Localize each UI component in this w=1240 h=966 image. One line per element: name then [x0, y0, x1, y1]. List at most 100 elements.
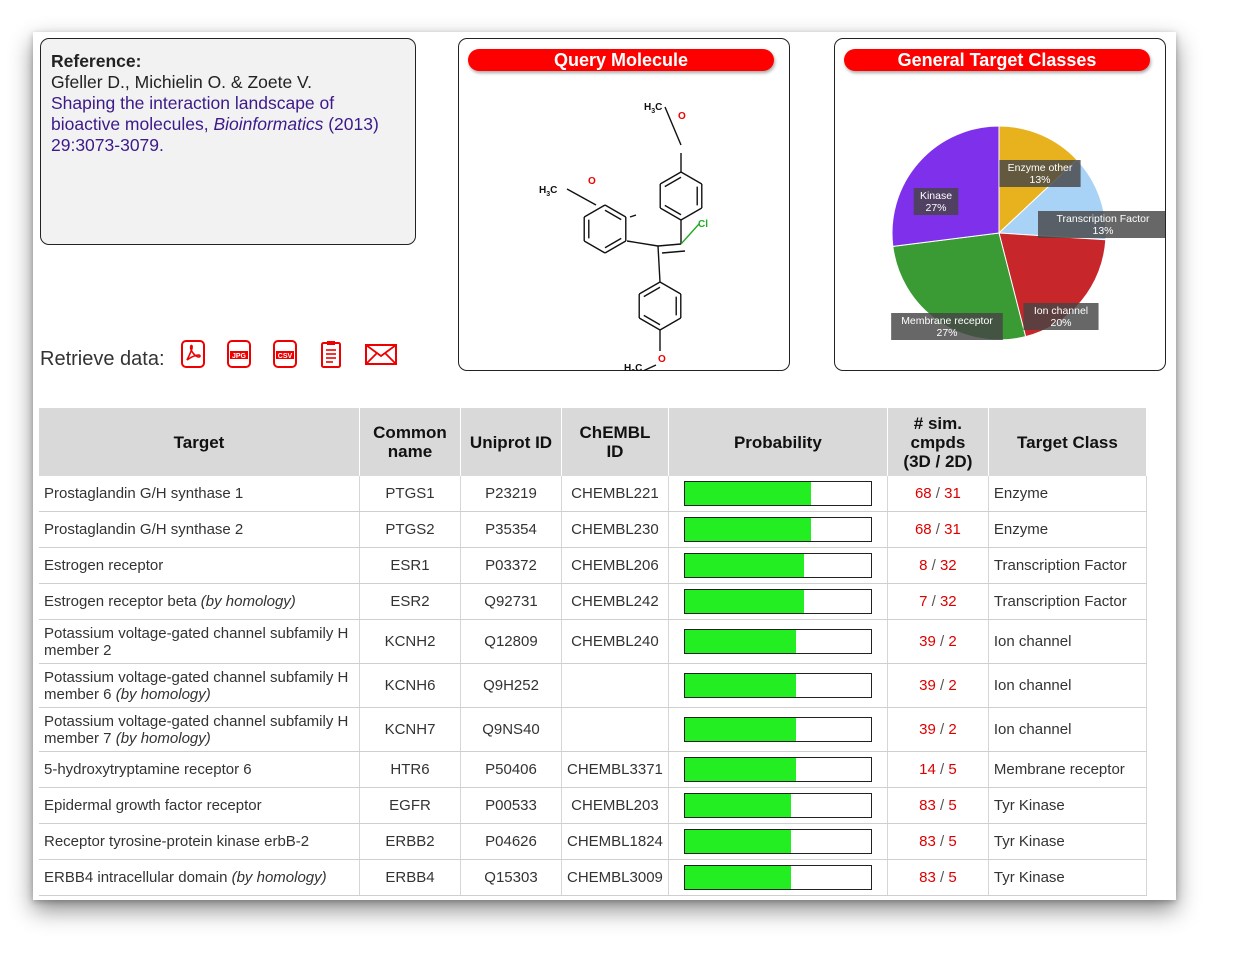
- chembl-link[interactable]: CHEMBL221: [561, 476, 669, 512]
- table-row[interactable]: 5-hydroxytryptamine receptor 6 HTR6 P50406…: [39, 751, 1148, 788]
- similar-compounds-link[interactable]: 68 / 31: [887, 511, 989, 548]
- header-probability[interactable]: Probability: [668, 408, 888, 476]
- chembl-link[interactable]: CHEMBL230: [561, 511, 669, 548]
- header-similar-compounds[interactable]: # sim. cmpds (3D / 2D): [887, 408, 989, 476]
- chembl-link[interactable]: CHEMBL3371: [561, 751, 669, 788]
- target-class-cell: Enzyme: [988, 476, 1148, 512]
- common-name-link[interactable]: EGFR: [359, 787, 461, 824]
- chembl-link[interactable]: [561, 707, 669, 752]
- chembl-link[interactable]: CHEMBL240: [561, 619, 669, 664]
- chembl-link[interactable]: CHEMBL1824: [561, 823, 669, 860]
- homology-note: (by homology): [200, 593, 296, 610]
- chembl-link[interactable]: CHEMBL203: [561, 787, 669, 824]
- header-target-class[interactable]: Target Class: [988, 408, 1148, 476]
- common-name-link[interactable]: ERBB4: [359, 859, 461, 896]
- header-target[interactable]: Target: [39, 408, 360, 476]
- common-name-link[interactable]: KCNH6: [359, 663, 461, 708]
- target-name: 5-hydroxytryptamine receptor 6: [44, 761, 252, 778]
- similar-compounds-link[interactable]: 68 / 31: [887, 476, 989, 512]
- common-name-link[interactable]: ESR2: [359, 583, 461, 620]
- target-name: Estrogen receptor beta: [44, 593, 197, 610]
- reference-year[interactable]: (2013): [328, 114, 379, 134]
- probability-cell: [668, 619, 888, 664]
- pdf-icon[interactable]: [181, 340, 205, 368]
- similar-compounds-link[interactable]: 83 / 5: [887, 823, 989, 860]
- clipboard-icon[interactable]: [319, 340, 343, 368]
- reference-journal[interactable]: Bioinformatics: [213, 114, 324, 134]
- chembl-link[interactable]: [561, 663, 669, 708]
- jpg-icon[interactable]: JPG: [227, 340, 251, 368]
- probability-cell: [668, 476, 888, 512]
- similar-compounds-link[interactable]: 39 / 2: [887, 707, 989, 752]
- uniprot-link[interactable]: Q15303: [460, 859, 562, 896]
- common-name-link[interactable]: ERBB2: [359, 823, 461, 860]
- reference-paper-link[interactable]: Shaping the interaction landscape of bio…: [51, 93, 405, 156]
- table-row[interactable]: Estrogen receptor beta (by homology) ESR2…: [39, 583, 1148, 620]
- uniprot-link[interactable]: P03372: [460, 547, 562, 584]
- table-row[interactable]: ERBB4 intracellular domain (by homology)…: [39, 859, 1148, 896]
- reference-pages[interactable]: 29:3073-3079.: [51, 135, 164, 155]
- uniprot-link[interactable]: Q9H252: [460, 663, 562, 708]
- probability-cell: [668, 787, 888, 824]
- similar-compounds-link[interactable]: 39 / 2: [887, 663, 989, 708]
- probability-fill: [684, 554, 804, 577]
- probability-fill: [684, 866, 791, 889]
- probability-fill: [684, 830, 791, 853]
- table-row[interactable]: Receptor tyrosine-protein kinase erbB-2 E…: [39, 823, 1148, 860]
- csv-icon[interactable]: CSV: [273, 340, 297, 368]
- homology-note: (by homology): [115, 729, 211, 747]
- pie-slice-kinase[interactable]: [891, 125, 1000, 247]
- table-row[interactable]: Epidermal growth factor receptor EGFR P005…: [39, 787, 1148, 824]
- similar-compounds-link[interactable]: 83 / 5: [887, 787, 989, 824]
- uniprot-link[interactable]: P50406: [460, 751, 562, 788]
- target-name: Potassium voltage-gated channel subfamil…: [44, 624, 349, 642]
- target-name: Prostaglandin G/H synthase 2: [44, 521, 244, 538]
- chembl-link[interactable]: CHEMBL206: [561, 547, 669, 584]
- probability-fill: [684, 718, 797, 741]
- target-cell: Prostaglandin G/H synthase 2: [39, 511, 360, 548]
- uniprot-link[interactable]: Q92731: [460, 583, 562, 620]
- common-name-link[interactable]: PTGS1: [359, 476, 461, 512]
- common-name-link[interactable]: KCNH7: [359, 707, 461, 752]
- chembl-link[interactable]: CHEMBL3009: [561, 859, 669, 896]
- common-name-link[interactable]: HTR6: [359, 751, 461, 788]
- uniprot-link[interactable]: P23219: [460, 476, 562, 512]
- reference-title[interactable]: Shaping the interaction landscape of bio…: [51, 93, 335, 134]
- common-name-link[interactable]: KCNH2: [359, 619, 461, 664]
- target-name: Epidermal growth factor receptor: [44, 797, 262, 814]
- header-common-name[interactable]: Common name: [359, 408, 461, 476]
- target-name: Receptor tyrosine-protein kinase erbB-2: [44, 833, 310, 850]
- target-cell: 5-hydroxytryptamine receptor 6: [39, 751, 360, 788]
- probability-bar: [683, 793, 872, 818]
- probability-cell: [668, 547, 888, 584]
- table-row[interactable]: Estrogen receptor ESR1 P03372 CHEMBL206 8 / …: [39, 547, 1148, 584]
- query-molecule-title: Query Molecule: [468, 49, 774, 71]
- table-row[interactable]: Potassium voltage-gated channel subfamil…: [39, 707, 1148, 752]
- uniprot-link[interactable]: P00533: [460, 787, 562, 824]
- uniprot-link[interactable]: P35354: [460, 511, 562, 548]
- common-name-link[interactable]: ESR1: [359, 547, 461, 584]
- table-row[interactable]: Potassium voltage-gated channel subfamil…: [39, 619, 1148, 664]
- probability-bar: [683, 517, 872, 542]
- target-class-cell: Tyr Kinase: [988, 823, 1148, 860]
- header-chembl-id[interactable]: ChEMBL ID: [561, 408, 669, 476]
- header-uniprot-id[interactable]: Uniprot ID: [460, 408, 562, 476]
- uniprot-link[interactable]: Q9NS40: [460, 707, 562, 752]
- uniprot-link[interactable]: Q12809: [460, 619, 562, 664]
- methyl-bottom-label: H3C: [624, 363, 642, 371]
- common-name-link[interactable]: PTGS2: [359, 511, 461, 548]
- similar-compounds-link[interactable]: 39 / 2: [887, 619, 989, 664]
- table-row[interactable]: Prostaglandin G/H synthase 1 PTGS1 P23219 C…: [39, 476, 1148, 512]
- table-row[interactable]: Potassium voltage-gated channel subfamil…: [39, 663, 1148, 708]
- similar-compounds-link[interactable]: 14 / 5: [887, 751, 989, 788]
- target-class-cell: Tyr Kinase: [988, 859, 1148, 896]
- uniprot-link[interactable]: P04626: [460, 823, 562, 860]
- similar-compounds-link[interactable]: 7 / 32: [887, 583, 989, 620]
- similar-compounds-link[interactable]: 83 / 5: [887, 859, 989, 896]
- similar-compounds-link[interactable]: 8 / 32: [887, 547, 989, 584]
- target-cell: Estrogen receptor: [39, 547, 360, 584]
- table-row[interactable]: Prostaglandin G/H synthase 2 PTGS2 P35354 C…: [39, 511, 1148, 548]
- email-icon[interactable]: [365, 340, 397, 368]
- chembl-link[interactable]: CHEMBL242: [561, 583, 669, 620]
